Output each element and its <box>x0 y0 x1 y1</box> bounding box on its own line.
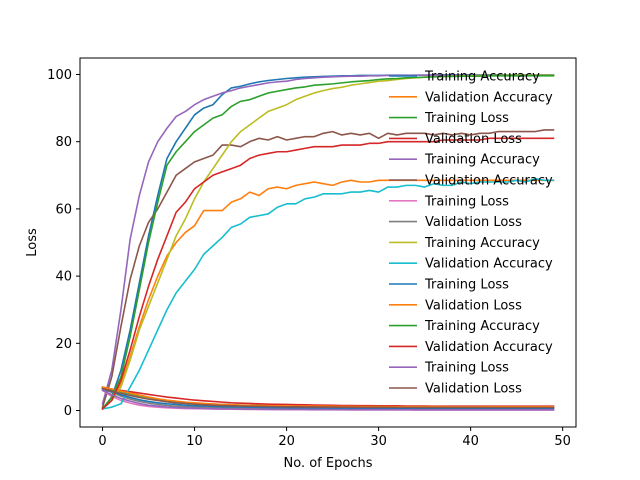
legend-label: Training Loss <box>424 361 509 376</box>
y-tick-label: 60 <box>55 202 72 217</box>
series-layer <box>101 74 555 411</box>
legend-label: Validation Loss <box>425 298 522 313</box>
legend-label: Validation Accuracy <box>425 340 553 355</box>
y-tick-label: 20 <box>55 337 72 352</box>
y-tick-label: 40 <box>55 270 72 285</box>
x-tick-label: 20 <box>278 434 295 449</box>
x-tick-label: 10 <box>186 434 203 449</box>
x-tick-label: 30 <box>370 434 387 449</box>
y-tick-label: 100 <box>47 68 72 83</box>
x-tick-label: 40 <box>462 434 479 449</box>
legend-label: Validation Accuracy <box>425 174 553 189</box>
series-line-2 <box>101 179 555 410</box>
series-line-6 <box>101 129 555 409</box>
legend: Training Accuracy Validation Accuracy Trai… <box>389 70 553 397</box>
legend-label: Training Loss <box>424 194 509 209</box>
legend-label: Training Loss <box>424 111 509 126</box>
y-tick-label: 0 <box>64 404 72 419</box>
series-line-14 <box>101 137 555 410</box>
legend-label: Training Accuracy <box>424 70 540 85</box>
legend-label: Training Accuracy <box>424 236 540 251</box>
legend-label: Validation Loss <box>425 132 522 147</box>
legend-label: Validation Accuracy <box>425 257 553 272</box>
legend-label: Training Accuracy <box>424 319 540 334</box>
plot-frame <box>79 57 577 428</box>
y-axis-label: Loss <box>25 228 40 257</box>
series-line-16 <box>101 387 555 409</box>
series-line-15 <box>101 389 555 411</box>
x-tick-label: 0 <box>98 434 106 449</box>
legend-label: Training Loss <box>424 278 509 293</box>
y-tick-label: 80 <box>55 135 72 150</box>
series-line-10 <box>101 177 555 410</box>
legend-label: Training Accuracy <box>424 153 540 168</box>
series-line-13 <box>101 75 555 410</box>
x-tick-label: 50 <box>554 434 571 449</box>
axes-layer: 0 10 20 30 40 50 0 20 40 60 80 100 <box>47 57 577 449</box>
legend-label: Validation Loss <box>425 382 522 397</box>
legend-label: Validation Loss <box>425 215 522 230</box>
legend-label: Validation Accuracy <box>425 90 553 105</box>
x-axis-label: No. of Epochs <box>284 456 373 471</box>
series-line-11 <box>101 387 555 410</box>
